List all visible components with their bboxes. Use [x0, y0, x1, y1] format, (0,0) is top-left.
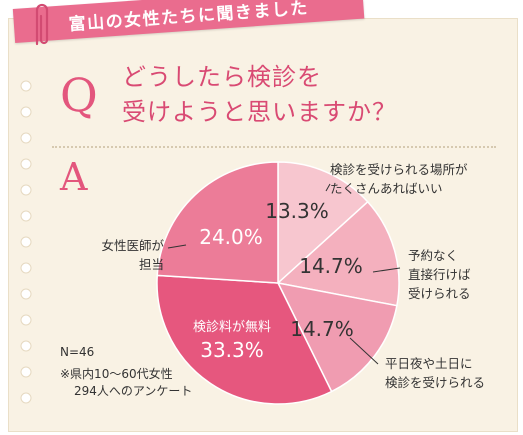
- pie-slice-2: [276, 200, 400, 307]
- callout-slice-2: 予約なく 直接行けば 受けられる: [408, 248, 471, 301]
- survey-note-line-1: ※県内10～60代女性: [60, 367, 173, 381]
- callout-slice-1: 検診を受けられる場所が たくさんあればいい: [330, 162, 468, 196]
- pie-slice-3: [276, 281, 398, 393]
- question-line-2: 受けようと思いますか？: [122, 98, 397, 126]
- slice-percent-label-4: 33.3%: [200, 338, 264, 362]
- callout-line-1: [325, 183, 331, 192]
- paperclip-icon: [35, 3, 49, 46]
- callout-line-5: [167, 244, 187, 249]
- slice-percent-label-2: 14.7%: [299, 254, 363, 278]
- question-mark-q: Q: [60, 68, 98, 122]
- callout-line-3: [349, 337, 379, 365]
- pie-slice-1: [277, 161, 369, 285]
- callout-line-2: [372, 267, 401, 273]
- pie-slice-5: [156, 161, 279, 284]
- sample-size-note: N=46: [60, 345, 95, 359]
- question-line-1: どうしたら検診を: [122, 63, 322, 91]
- slice-percent-label-5: 24.0%: [199, 225, 263, 249]
- dotted-divider: [52, 146, 496, 148]
- callout-slice-3: 平日夜や土日に 検診を受けられる: [385, 356, 486, 390]
- survey-note: ※県内10～60代女性 294人へのアンケート: [60, 366, 192, 400]
- pie-slice-4: [156, 274, 333, 405]
- answer-mark-a: A: [60, 155, 88, 199]
- slice-inner-label-4: 検診料が無料: [193, 319, 271, 335]
- question-text: どうしたら検診を 受けようと思いますか？: [122, 60, 502, 130]
- slice-percent-label-1: 13.3%: [265, 199, 329, 223]
- survey-note-line-2: 294人へのアンケート: [74, 384, 193, 398]
- slice-percent-label-3: 14.7%: [290, 317, 354, 341]
- callout-slice-5: 女性医師が 担当: [101, 238, 164, 272]
